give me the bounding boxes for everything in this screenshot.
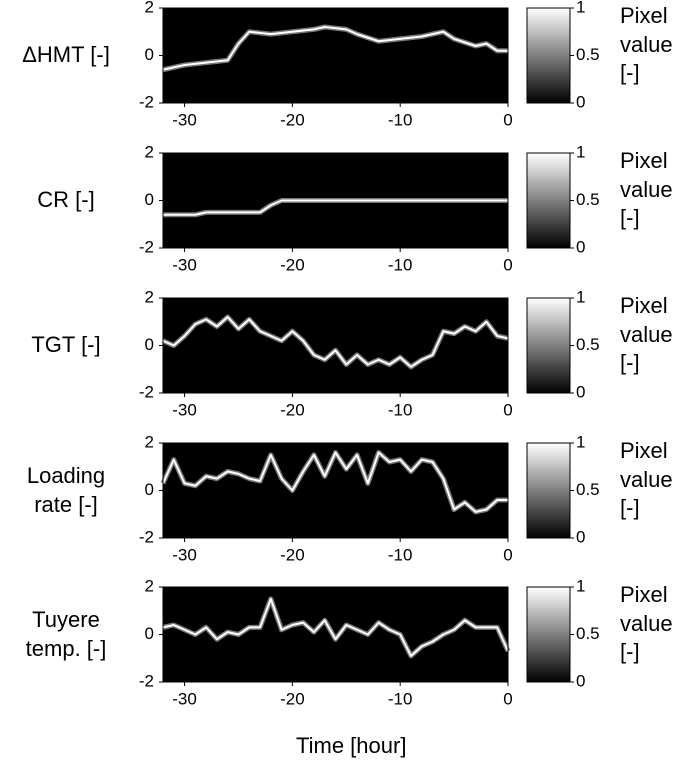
plot-border bbox=[162, 297, 509, 394]
colorbar bbox=[526, 297, 571, 394]
colorbar bbox=[526, 152, 571, 249]
x-tick-label: -20 bbox=[280, 255, 305, 274]
plot-area bbox=[163, 443, 508, 538]
colorbar bbox=[526, 442, 571, 539]
colorbar-label: Pixel value [-] bbox=[620, 3, 673, 86]
y-axis-label: Loading rate [-] bbox=[26, 463, 106, 517]
y-tick-label: 0 bbox=[145, 480, 154, 499]
colorbar-tick-label: 1 bbox=[576, 432, 585, 451]
x-tick-label: -20 bbox=[280, 110, 305, 129]
colorbar-tick-label: 0.5 bbox=[576, 624, 600, 643]
plot-border bbox=[162, 442, 509, 539]
y-tick-label: 0 bbox=[145, 190, 154, 209]
y-tick-label: -2 bbox=[139, 527, 154, 546]
x-tick-label: -30 bbox=[172, 689, 197, 708]
colorbar-tick-label: 0 bbox=[576, 527, 585, 546]
x-axis-label: Time [hour] bbox=[296, 733, 407, 758]
colorbar-label: Pixel value [-] bbox=[620, 148, 673, 231]
colorbar-tick-label: 1 bbox=[576, 0, 585, 16]
colorbar-label: Pixel value [-] bbox=[620, 582, 673, 665]
plot-border bbox=[162, 586, 509, 683]
line bbox=[162, 26, 508, 71]
colorbar-tick-label: 0 bbox=[576, 237, 585, 256]
colorbar-tick-label: 1 bbox=[576, 576, 585, 595]
y-tick-label: -2 bbox=[139, 671, 154, 690]
x-tick-label: -30 bbox=[172, 400, 197, 419]
y-tick-label: 2 bbox=[145, 576, 154, 595]
y-tick-label: -2 bbox=[139, 382, 154, 401]
x-tick-label: 0 bbox=[503, 110, 512, 129]
x-tick-label: -20 bbox=[280, 545, 305, 564]
line bbox=[162, 597, 509, 657]
y-tick-label: 0 bbox=[145, 624, 154, 643]
x-tick-label: -10 bbox=[388, 545, 413, 564]
colorbar-label: Pixel value [-] bbox=[620, 438, 673, 521]
y-axis-label: Tuyere temp. [-] bbox=[25, 607, 107, 661]
x-tick-label: 0 bbox=[503, 545, 512, 564]
y-axis-label: ΔHMT [-] bbox=[22, 42, 110, 67]
colorbar-tick-label: 1 bbox=[576, 142, 585, 161]
colorbar-tick-label: 1 bbox=[576, 287, 585, 306]
colorbar-tick-label: 0.5 bbox=[576, 190, 600, 209]
x-tick-label: -10 bbox=[388, 689, 413, 708]
y-tick-label: 0 bbox=[145, 45, 154, 64]
line bbox=[162, 451, 508, 513]
x-tick-label: 0 bbox=[503, 255, 512, 274]
colorbar-tick-label: 0 bbox=[576, 382, 585, 401]
y-tick-label: 2 bbox=[145, 287, 154, 306]
line bbox=[162, 316, 509, 368]
colorbar bbox=[526, 586, 571, 683]
y-tick-label: 2 bbox=[145, 142, 154, 161]
x-tick-label: -20 bbox=[280, 689, 305, 708]
y-tick-label: 0 bbox=[145, 335, 154, 354]
x-tick-label: -10 bbox=[388, 400, 413, 419]
line bbox=[163, 199, 508, 216]
colorbar-tick-label: 0 bbox=[576, 92, 585, 111]
y-axis-label: CR [-] bbox=[37, 187, 95, 212]
x-tick-label: -10 bbox=[388, 255, 413, 274]
plot-border bbox=[162, 7, 509, 104]
colorbar-tick-label: 0 bbox=[576, 671, 585, 690]
x-tick-label: 0 bbox=[503, 689, 512, 708]
y-tick-label: -2 bbox=[139, 237, 154, 256]
x-tick-label: -30 bbox=[172, 255, 197, 274]
x-tick-label: -10 bbox=[388, 110, 413, 129]
plot-area bbox=[163, 8, 508, 103]
colorbar-tick-label: 0.5 bbox=[576, 335, 600, 354]
plot-border bbox=[162, 152, 509, 249]
y-tick-label: -2 bbox=[139, 92, 154, 111]
colorbar-tick-label: 0.5 bbox=[576, 480, 600, 499]
y-axis-label: TGT [-] bbox=[31, 332, 101, 357]
x-tick-label: -20 bbox=[280, 400, 305, 419]
y-tick-label: 2 bbox=[145, 432, 154, 451]
x-tick-label: -30 bbox=[172, 110, 197, 129]
colorbar bbox=[526, 7, 571, 104]
y-tick-label: 2 bbox=[145, 0, 154, 16]
colorbar-label: Pixel value [-] bbox=[620, 293, 673, 376]
plot-area bbox=[163, 298, 508, 393]
colorbar-tick-label: 0.5 bbox=[576, 45, 600, 64]
x-tick-label: 0 bbox=[503, 400, 512, 419]
x-tick-label: -30 bbox=[172, 545, 197, 564]
